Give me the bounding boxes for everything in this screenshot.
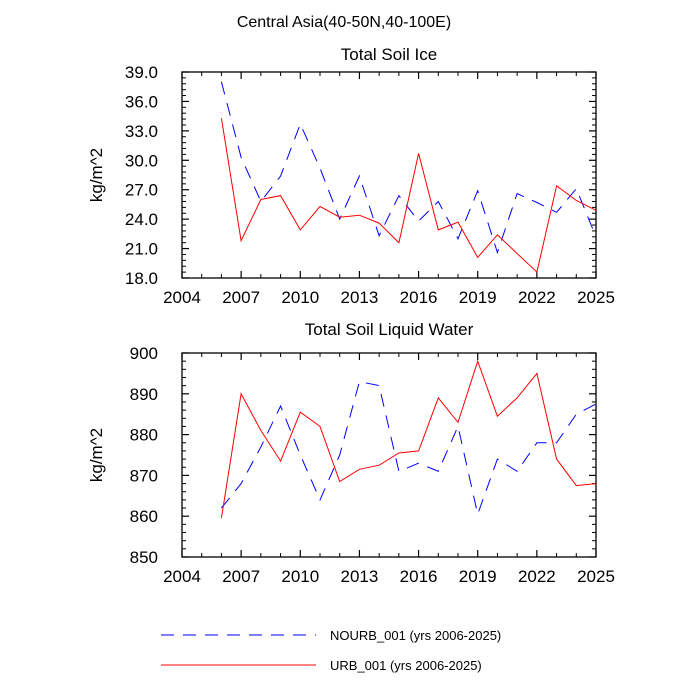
x-tick-label: 2019: [459, 567, 497, 586]
y-tick-label: 39.0: [125, 63, 158, 82]
y-tick-label: 30.0: [125, 151, 158, 170]
y-tick-label: 890: [130, 385, 158, 404]
x-tick-label: 2013: [341, 288, 379, 307]
series-line-nourb-001: [221, 381, 597, 516]
x-tick-label: 2010: [281, 288, 319, 307]
chart-title: Total Soil Liquid Water: [305, 320, 474, 339]
series-line-urb-001: [220, 359, 597, 519]
chart-title: Total Soil Ice: [341, 45, 437, 64]
y-tick-label: 36.0: [125, 92, 158, 111]
y-tick-label: 850: [130, 548, 158, 567]
legend: NOURB_001 (yrs 2006-2025) URB_001 (yrs 2…: [161, 628, 501, 673]
x-tick-label: 2025: [577, 567, 615, 586]
x-tick-label: 2013: [341, 567, 379, 586]
x-tick-label: 2007: [222, 288, 260, 307]
x-tick-label: 2022: [518, 567, 556, 586]
figure-title: Central Asia(40-50N,40-100E): [237, 14, 451, 31]
y-tick-label: 860: [130, 507, 158, 526]
series-line-nourb-001: [220, 81, 597, 255]
plot-frame: [181, 71, 597, 279]
y-tick-label: 27.0: [125, 181, 158, 200]
y-tick-label: 880: [130, 426, 158, 445]
y-tick-label: 900: [130, 344, 158, 363]
y-tick-label: 870: [130, 466, 158, 485]
legend-label-nourb: NOURB_001 (yrs 2006-2025): [330, 628, 501, 643]
x-tick-label: 2004: [163, 288, 201, 307]
series-line-urb-001: [220, 118, 597, 274]
plot-frame: [181, 352, 597, 558]
y-tick-label: 18.0: [125, 269, 158, 288]
legend-label-urb: URB_001 (yrs 2006-2025): [330, 658, 482, 673]
x-tick-label: 2016: [400, 567, 438, 586]
panel-total-soil-liquid-water: Total Soil Liquid Water kg/m^2 2004 2007 201…: [87, 320, 615, 586]
x-tick-label: 2019: [459, 288, 497, 307]
y-tick-label: 33.0: [125, 122, 158, 141]
x-tick-label: 2025: [577, 288, 615, 307]
y-axis-label: kg/m^2: [87, 428, 106, 482]
y-tick-label: 21.0: [125, 240, 158, 259]
x-tick-label: 2007: [222, 567, 260, 586]
panel-total-soil-ice: Total Soil Ice kg/m^2 2004 2007 2010 2013 2016…: [87, 45, 615, 307]
x-tick-label: 2016: [400, 288, 438, 307]
y-axis-label: kg/m^2: [87, 148, 106, 202]
x-tick-label: 2010: [281, 567, 319, 586]
y-tick-label: 24.0: [125, 210, 158, 229]
x-tick-label: 2004: [163, 567, 201, 586]
x-tick-label: 2022: [518, 288, 556, 307]
